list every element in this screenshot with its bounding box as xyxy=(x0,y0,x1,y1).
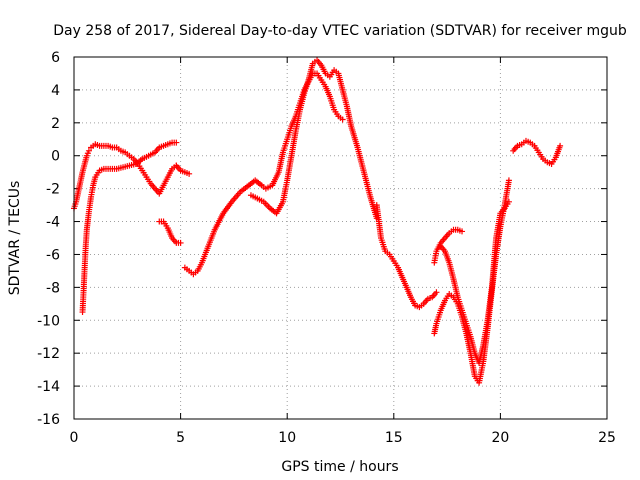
y-tick-label: -16 xyxy=(37,412,60,428)
y-tick-label: -6 xyxy=(46,247,60,263)
y-tick-label: -10 xyxy=(37,313,60,329)
data-point xyxy=(186,170,193,177)
data-point xyxy=(177,239,184,246)
y-tick-label: 6 xyxy=(51,50,60,66)
chart-title: Day 258 of 2017, Sidereal Day-to-day VTE… xyxy=(53,23,627,39)
data-point xyxy=(505,198,512,205)
data-point xyxy=(459,228,466,235)
x-tick-label: 15 xyxy=(385,430,403,446)
data-point xyxy=(557,142,564,149)
x-tick-label: 5 xyxy=(176,430,185,446)
y-tick-label: 2 xyxy=(51,116,60,132)
y-tick-label: -12 xyxy=(37,346,60,362)
x-tick-label: 0 xyxy=(70,430,79,446)
data-point xyxy=(85,147,92,154)
data-points xyxy=(71,57,564,386)
y-tick-label: -4 xyxy=(46,215,60,231)
data-point xyxy=(505,177,512,184)
x-tick-label: 25 xyxy=(598,430,616,446)
data-point xyxy=(339,116,346,123)
x-axis-label: GPS time / hours xyxy=(281,459,398,475)
y-tick-label: 4 xyxy=(51,83,60,99)
y-tick-label: -8 xyxy=(46,280,60,296)
grid-lines xyxy=(74,57,607,419)
plot-frame xyxy=(73,56,608,420)
data-point xyxy=(433,289,440,296)
y-axis-label: SDTVAR / TECUs xyxy=(7,181,23,296)
data-point xyxy=(173,139,180,146)
y-tick-label: -14 xyxy=(37,379,60,395)
x-tick-label: 20 xyxy=(491,430,509,446)
y-tick-label: 0 xyxy=(51,149,60,165)
y-tick-label: -2 xyxy=(46,182,60,198)
axis-ticks: 0 5 10 15 20 25 -16 -14 -12 -10 -8 -6 -4 -2 0 2 4 6 xyxy=(37,50,616,446)
x-tick-label: 10 xyxy=(278,430,296,446)
